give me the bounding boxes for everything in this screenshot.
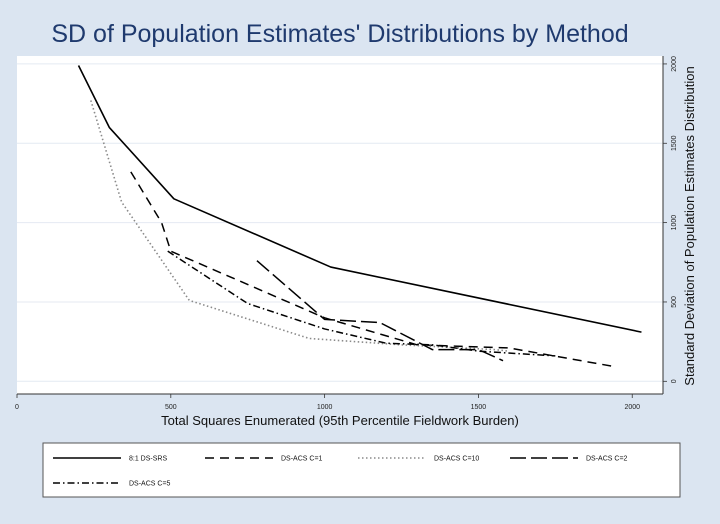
legend-label: 8:1 DS-SRS xyxy=(129,456,167,463)
series-group xyxy=(77,65,642,368)
chart-title: SD of Population Estimates' Distribution… xyxy=(51,20,628,48)
x-axis-label: Total Squares Enumerated (95th Percentil… xyxy=(161,413,519,428)
series-line-2 xyxy=(130,171,617,368)
x-tick-label: 1000 xyxy=(317,404,333,411)
series-line-3 xyxy=(90,100,510,352)
axes: 0 500 1000 1500 2000 0 500 1000 1500 2000 xyxy=(15,56,678,411)
x-tick-label: 1500 xyxy=(471,404,487,411)
y-tick-label: 2000 xyxy=(671,56,678,72)
y-tick-label: 0 xyxy=(671,379,678,383)
y-tick-label: 1000 xyxy=(671,215,678,231)
series-line-1 xyxy=(77,65,642,333)
legend: 8:1 DS-SRS DS-ACS C=1 DS-ACS C=10 DS-ACS C=… xyxy=(53,456,628,488)
legend-label: DS-ACS C=10 xyxy=(434,456,479,463)
x-tick-label: 500 xyxy=(165,404,177,411)
legend-label: DS-ACS C=1 xyxy=(281,456,323,463)
y-tick-label: 500 xyxy=(671,296,678,308)
legend-label: DS-ACS C=5 xyxy=(129,481,171,488)
x-tick-label: 2000 xyxy=(624,404,640,411)
y-axis-label: Standard Deviation of Population Estimat… xyxy=(682,66,697,385)
x-tick-label: 0 xyxy=(15,404,19,411)
plot-area xyxy=(17,56,663,394)
y-tick-label: 1500 xyxy=(671,135,678,151)
legend-label: DS-ACS C=2 xyxy=(586,456,628,463)
legend-box xyxy=(42,442,681,498)
